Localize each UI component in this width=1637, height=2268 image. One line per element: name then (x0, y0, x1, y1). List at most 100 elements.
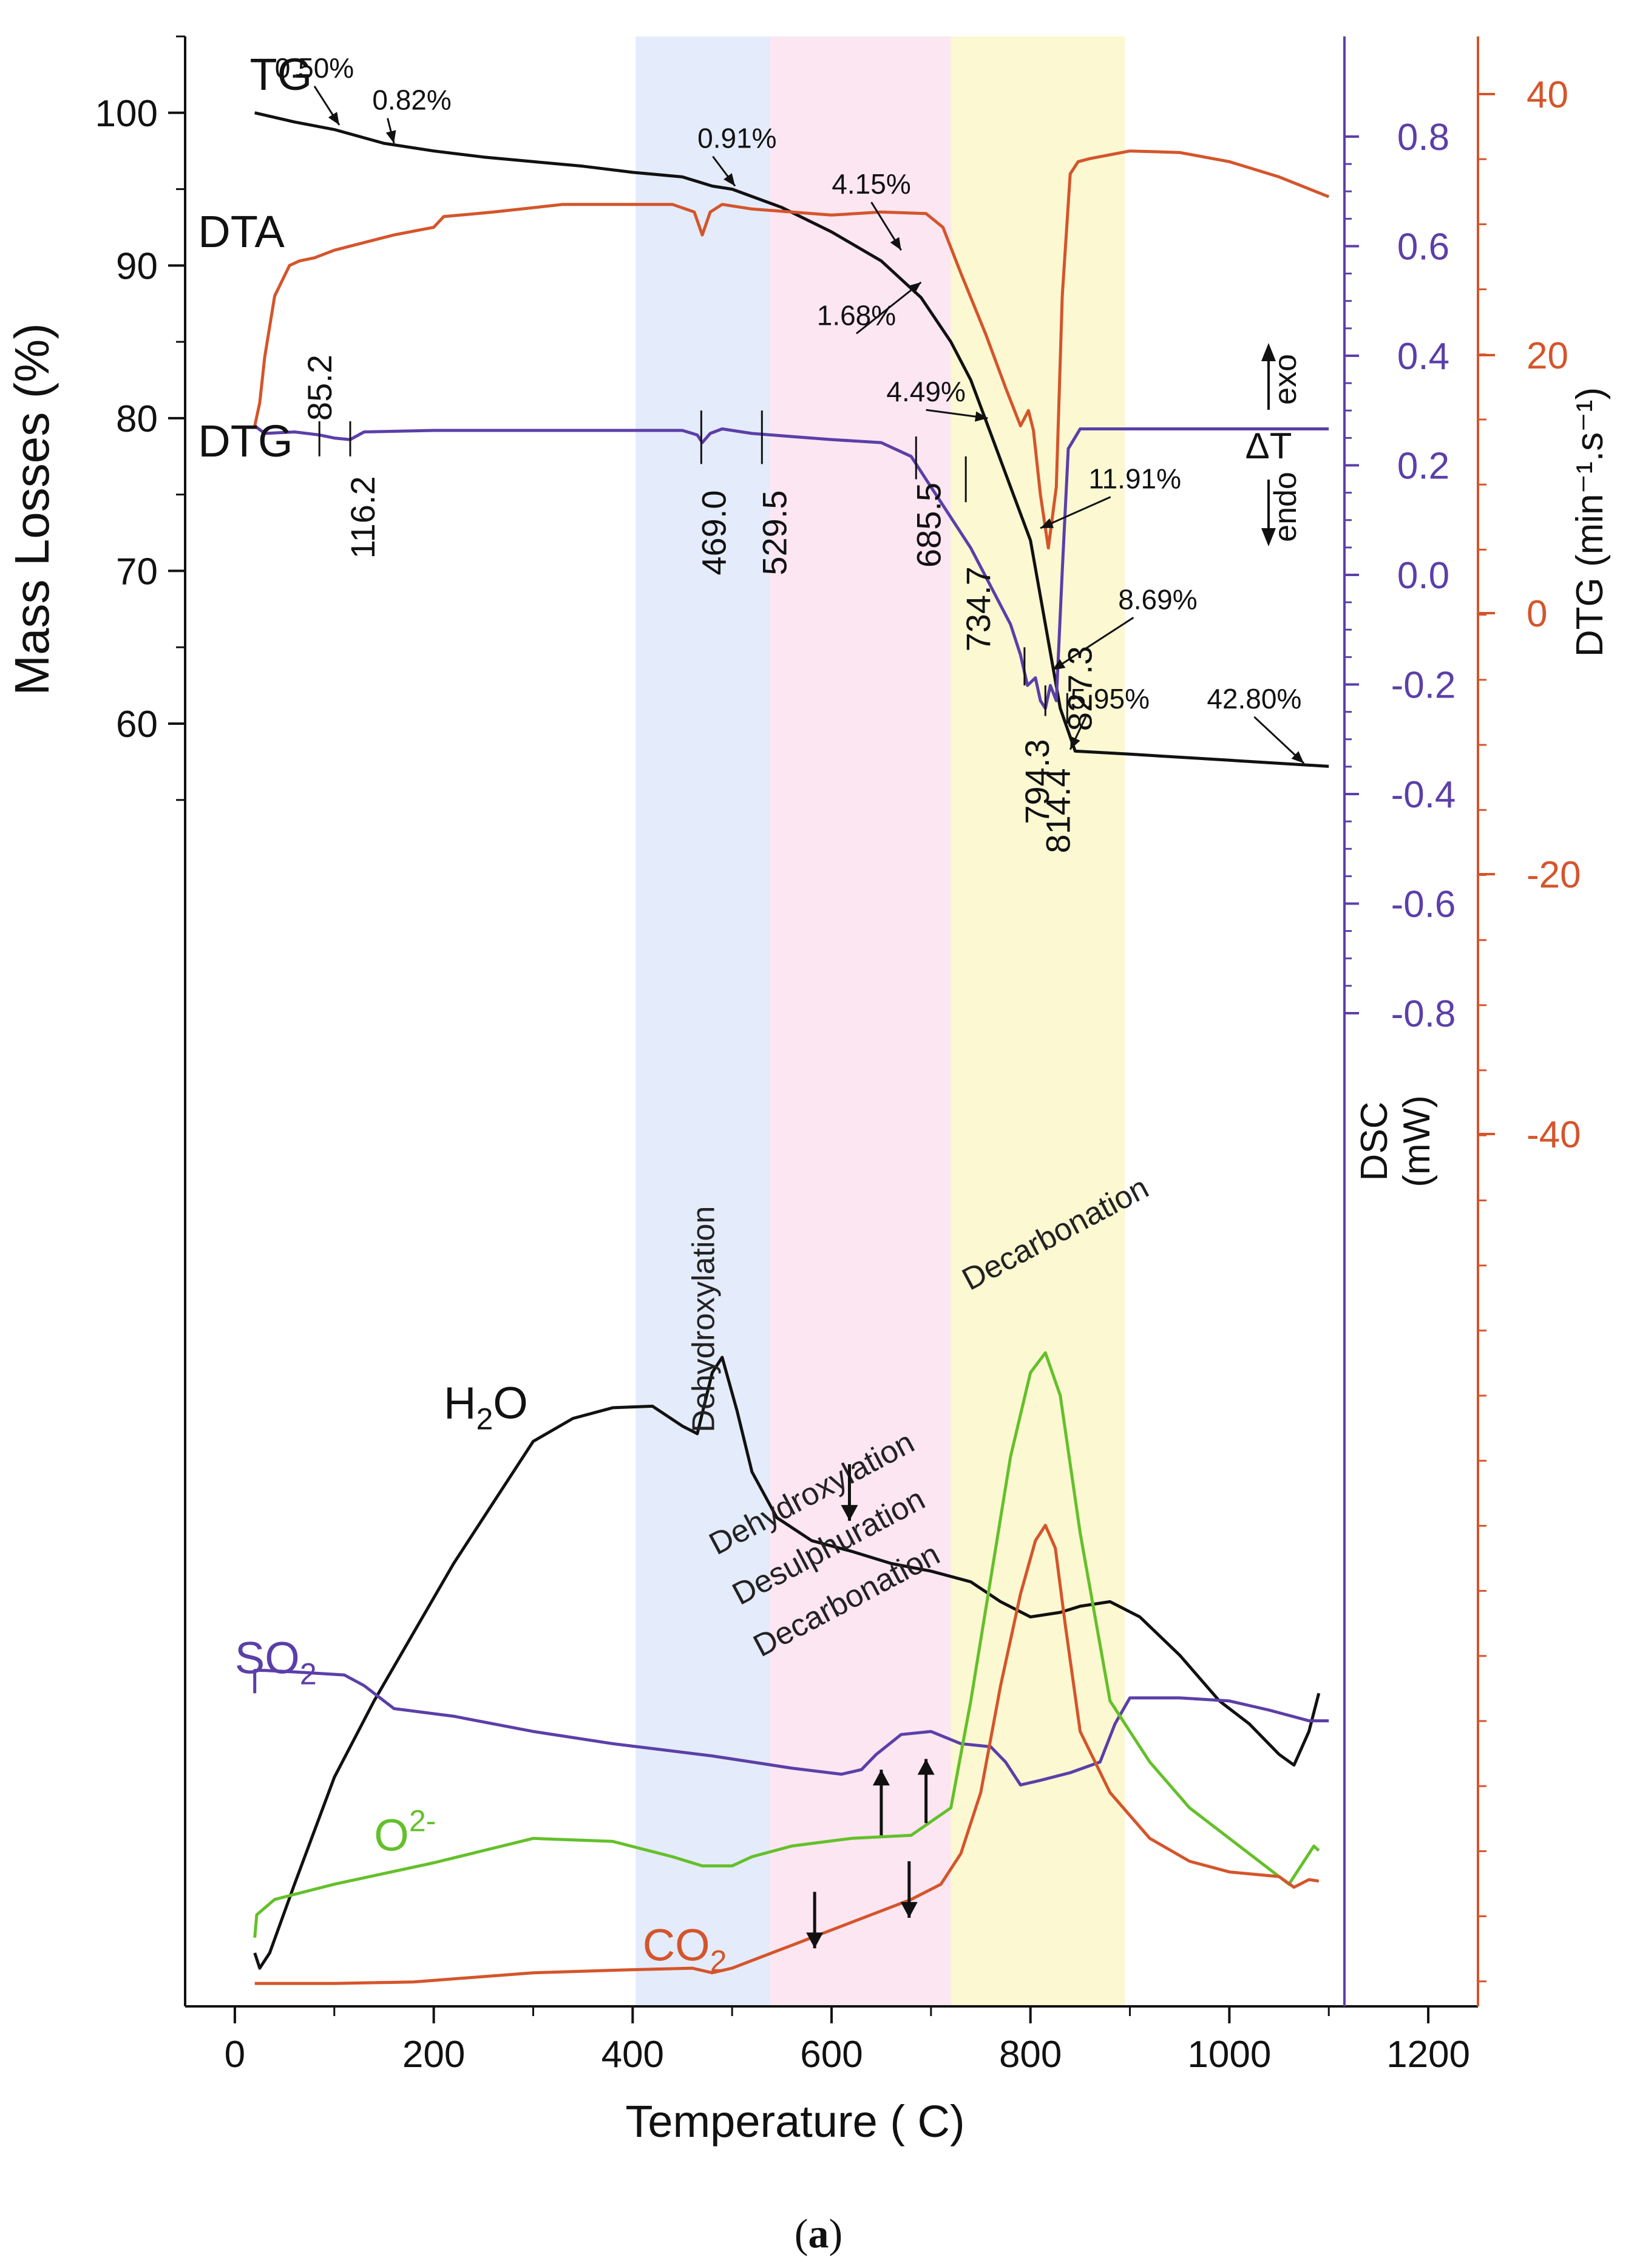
exo-arrow-head (1261, 343, 1276, 361)
mass-loss-label: 0.50% (275, 52, 354, 84)
dtg-tick-label: 20 (1527, 335, 1568, 377)
temp-label: 734.7 (959, 566, 997, 651)
delta-t-label: ΔT (1246, 426, 1292, 466)
dsc-tick-label: 0.0 (1397, 555, 1449, 597)
mass-loss-label: 5.95% (1071, 683, 1150, 715)
x-tick-label: 400 (602, 2034, 664, 2076)
mass-loss-arrowhead (1052, 659, 1066, 670)
series-curves (253, 111, 1330, 1985)
y-tick-label: 100 (95, 93, 158, 135)
curve-h2o (253, 1356, 1321, 1970)
dtg-tick-label: 40 (1527, 74, 1568, 116)
dsc-tick-label: 0.4 (1397, 336, 1449, 378)
dtg-tick-label: -20 (1527, 854, 1581, 896)
temp-label: 116.2 (344, 476, 382, 559)
dsc-tick-label: -0.6 (1391, 884, 1456, 926)
mass-loss-label: 4.15% (832, 168, 910, 200)
temp-label: 85.2 (300, 355, 339, 421)
y-tick-label: 70 (116, 551, 158, 592)
plot-frame (184, 36, 1479, 2008)
mass-loss-arrowhead (975, 411, 988, 422)
temp-label: 469.0 (694, 490, 733, 575)
mass-loss-label: 0.91% (697, 123, 776, 154)
dsc-tick-label: 0.2 (1397, 446, 1449, 487)
mass-loss-arrowhead (1291, 751, 1304, 764)
event-arrow-head (872, 1770, 890, 1786)
caption-letter: a (808, 2210, 829, 2256)
x-tick-label: 800 (999, 2034, 1062, 2076)
dta-direction-legend: ΔT exo endo (1246, 343, 1303, 546)
background-bands (635, 36, 1125, 2006)
curve-label-dtg: DTG (198, 416, 293, 466)
mass-loss-arrowhead (1070, 736, 1080, 750)
exo-label: exo (1268, 354, 1303, 405)
temp-label: 814.4 (1039, 768, 1077, 853)
event-arrow-head (900, 1902, 918, 1918)
x-tick-label: 1200 (1386, 2034, 1470, 2076)
event-arrow-head (917, 1759, 935, 1775)
mass-loss-arrowhead (724, 173, 736, 186)
dsc-axis-label: DSC (1354, 1102, 1395, 1181)
mass-loss-arrowhead (385, 130, 396, 144)
curve-so2 (253, 1669, 1329, 1787)
mass-loss-leader (1051, 617, 1134, 671)
event-arrows (806, 1464, 935, 1949)
y-axis-left: 60 70 80 90 100 Mass Losses (%) (5, 35, 185, 801)
mass-loss-label: 1.68% (817, 299, 896, 331)
curve-o2- (253, 1351, 1320, 1938)
curve-label-h2o: H2O (444, 1378, 528, 1436)
dtg-axis-label: DTG (min⁻¹.s⁻¹) (1569, 387, 1611, 657)
curve-label-tg: TG (250, 49, 313, 100)
y-axis-label: Mass Losses (%) (5, 323, 59, 695)
x-tick-label: 0 (225, 2034, 245, 2076)
mass-loss-leader (1040, 496, 1111, 529)
curve-label-so2: SO2 (235, 1633, 317, 1691)
x-tick-label: 600 (800, 2034, 863, 2076)
band-1 (770, 36, 951, 2006)
mass-loss-label: 11.91% (1088, 463, 1181, 495)
dsc-tick-label: -0.2 (1391, 665, 1456, 707)
y-axis-dsc: 0.8 0.6 0.4 0.2 0.0 -0.2 -0.4 -0.6 -0.8 DSC (mW) (1344, 117, 1456, 1187)
dsc-axis-unit: (mW) (1396, 1095, 1438, 1187)
y-axis-dtg: 40 20 0 -20 -40 DTG (min⁻¹.s⁻¹) (1478, 74, 1611, 1983)
mass-loss-label: 0.82% (372, 84, 451, 116)
mass-loss-label: 42.80% (1207, 683, 1301, 715)
x-axis-label: Temperature ( C) (625, 2096, 964, 2147)
curve-dtg (254, 424, 1329, 710)
curve-co2 (254, 1524, 1320, 1985)
curve-dta (253, 149, 1330, 550)
curve-labels: TG DTA DTG H2O SO2 O2- CO2 (198, 49, 727, 1978)
y-tick-label: 80 (116, 398, 158, 440)
y-tick-label: 90 (116, 245, 158, 287)
x-axis: 0 200 400 600 800 1000 1200 Temperature ( C) (225, 2006, 1470, 2147)
dtg-tick-label: 0 (1527, 593, 1547, 635)
dsc-tick-label: 0.8 (1397, 117, 1449, 158)
band-0 (635, 36, 770, 2006)
dsc-tick-label: 0.6 (1397, 226, 1449, 268)
event-arrow-head (806, 1932, 824, 1949)
x-tick-label: 1000 (1187, 2034, 1271, 2076)
band-label: Dehydroxylation (686, 1206, 722, 1433)
mass-loss-arrowhead (1040, 518, 1054, 528)
event-arrow-head (841, 1505, 858, 1521)
dsc-tick-label: -0.8 (1391, 993, 1456, 1035)
temp-label: 685.5 (909, 483, 947, 568)
dtg-tick-label: -40 (1527, 1114, 1581, 1156)
dsc-tick-label: -0.4 (1391, 774, 1456, 816)
mass-loss-leader (856, 281, 922, 334)
figure-caption: (a) (794, 2210, 843, 2256)
mass-loss-arrowhead (890, 237, 901, 251)
band-2 (951, 36, 1125, 2006)
curve-label-o2-: O2- (374, 1804, 436, 1860)
endo-label: endo (1268, 472, 1303, 542)
endo-arrow-head (1261, 528, 1276, 546)
x-tick-label: 200 (402, 2034, 465, 2076)
curve-label-dta: DTA (198, 206, 285, 257)
mass-loss-label: 8.69% (1118, 583, 1197, 615)
mass-loss-arrowhead (328, 112, 339, 125)
curve-tg (254, 111, 1329, 768)
mass-loss-label: 4.49% (886, 376, 965, 407)
mass-loss-annotations: 0.50% 0.82% 0.91% 4.15% 1.68% 4.49% 11.91% 8.69… (275, 52, 1305, 764)
temp-label: 794.3 (1018, 739, 1056, 824)
